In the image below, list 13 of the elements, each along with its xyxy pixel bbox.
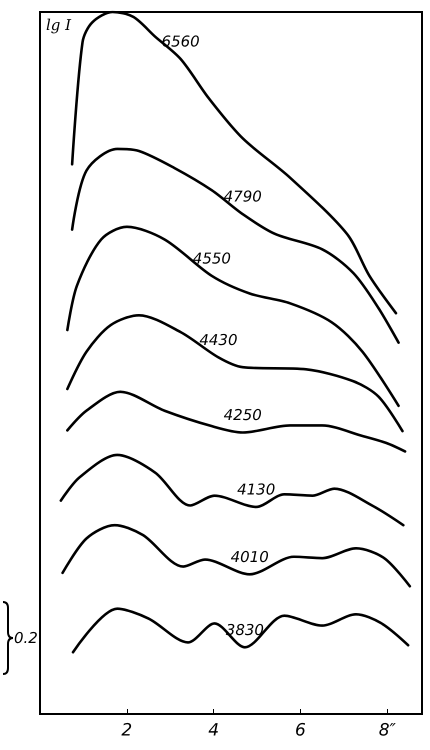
text: 0.2 xyxy=(14,629,38,647)
x-tick-label: 8″ xyxy=(378,720,397,740)
series-label: 4550 xyxy=(192,249,231,268)
y-axis-title: lg I xyxy=(46,16,72,34)
series-label: 3830 xyxy=(226,620,264,639)
series-label: 4790 xyxy=(224,188,262,206)
x-tick-label: 2 xyxy=(121,720,132,740)
series-label: 4010 xyxy=(230,548,269,566)
series-label: 4130 xyxy=(237,480,276,498)
x-tick-label: 6 xyxy=(295,720,306,740)
x-tick-label: 4 xyxy=(208,720,220,740)
series-label: 4250 xyxy=(224,406,262,424)
series-label: 4430 xyxy=(199,330,238,349)
